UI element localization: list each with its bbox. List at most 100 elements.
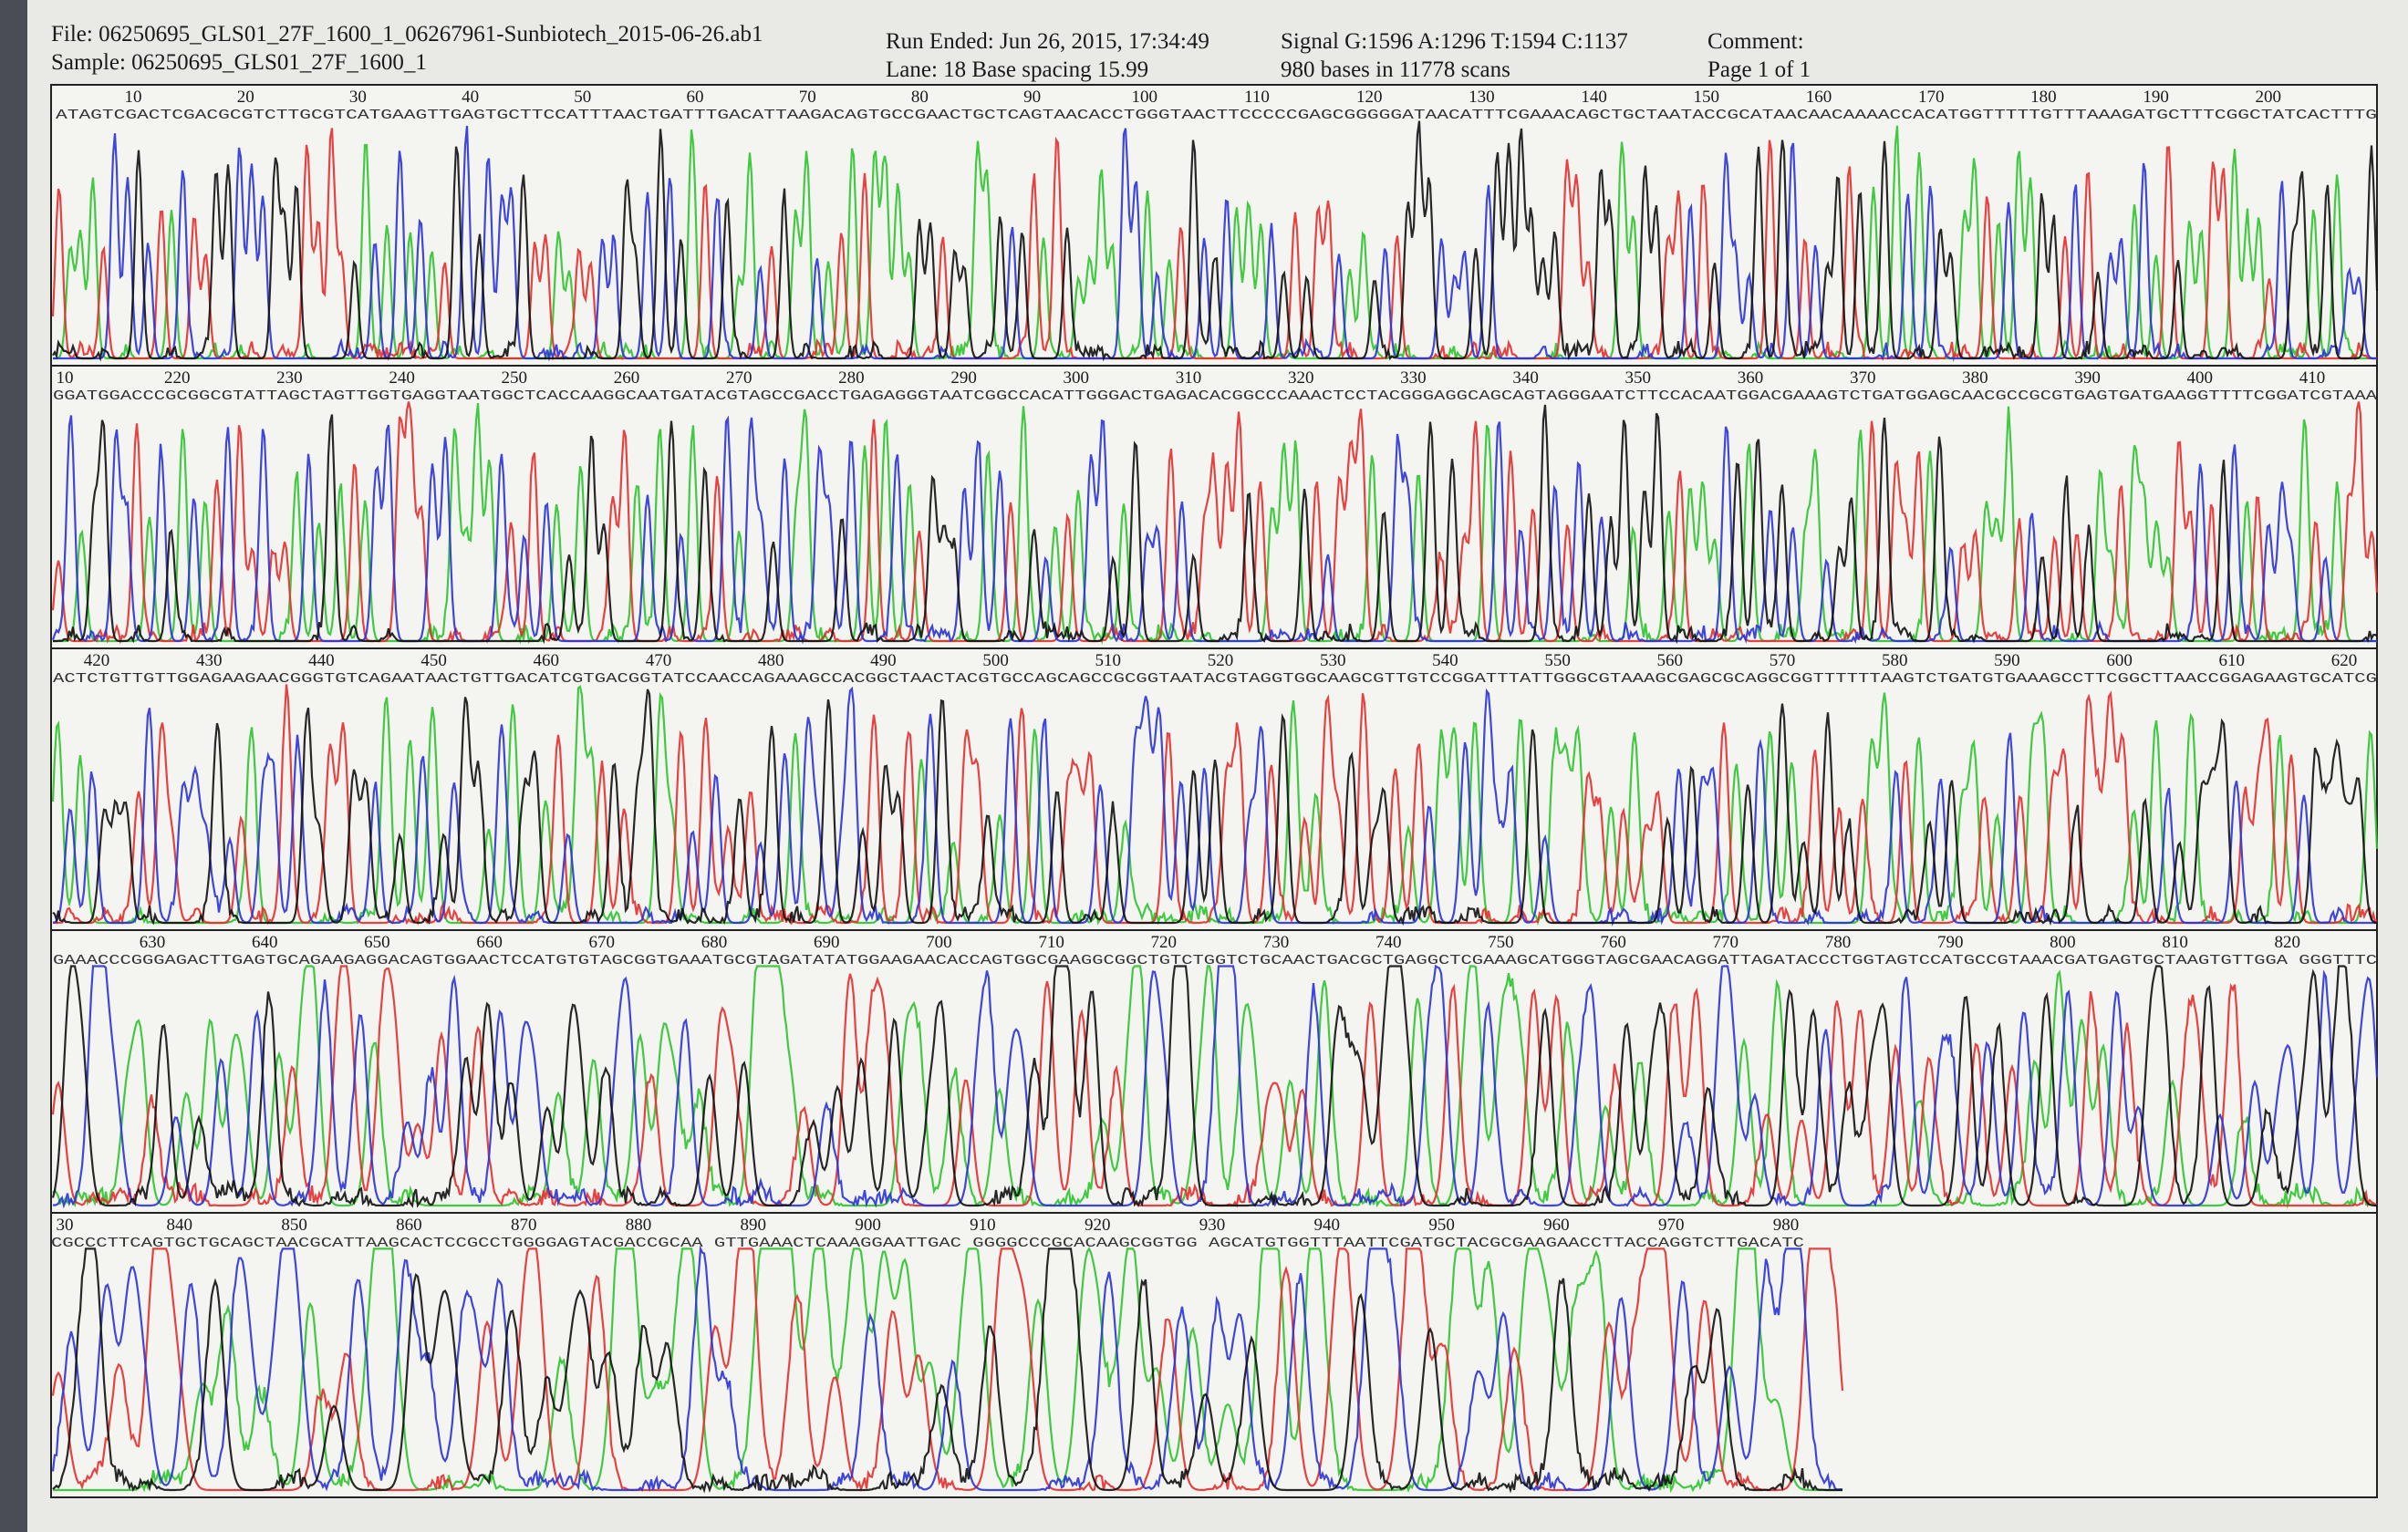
base-position: 330 xyxy=(1400,368,1427,388)
base-position: 670 xyxy=(589,933,616,952)
base-position: 900 xyxy=(855,1216,881,1235)
base-position: 810 xyxy=(2162,933,2188,952)
base-position: 150 xyxy=(1694,88,1720,107)
base-position: 530 xyxy=(1320,651,1346,670)
base-position: 460 xyxy=(534,651,560,670)
base-position: 690 xyxy=(814,933,840,952)
base-position: 220 xyxy=(164,368,191,388)
trace-panel xyxy=(50,84,2378,367)
base-sequence: ACTCTGTTGTTGGAGAAGAACGGGTGTCAGAATAACTGTT… xyxy=(53,671,2377,687)
trace xyxy=(52,964,2379,1209)
base-position: 290 xyxy=(950,368,977,388)
base-position: 50 xyxy=(574,88,591,107)
base-position: 740 xyxy=(1375,933,1402,952)
base-position: 750 xyxy=(1488,933,1514,952)
base-position: 350 xyxy=(1625,368,1652,388)
base-position: 540 xyxy=(1432,651,1458,670)
base-position: 310 xyxy=(1176,368,1202,388)
base-sequence: GAAACCCGGGAGACTTGAGTGCAGAAGAGGACAGTGGAAC… xyxy=(53,953,2377,968)
base-position: 370 xyxy=(1850,368,1876,388)
base-position: 110 xyxy=(1244,88,1270,107)
base-position: 260 xyxy=(614,368,640,388)
base-position: 390 xyxy=(2074,368,2101,388)
base-position: 710 xyxy=(1038,933,1064,952)
base-position: 120 xyxy=(1356,88,1383,107)
base-position: 680 xyxy=(701,933,728,952)
base-position: 510 xyxy=(1095,651,1122,670)
base-position: 790 xyxy=(1937,933,1964,952)
base-position: 160 xyxy=(1806,88,1832,107)
base-position: 980 xyxy=(1773,1216,1800,1235)
trace-panel xyxy=(50,1212,2378,1498)
base-position: 870 xyxy=(511,1216,537,1235)
file-name: File: 06250695_GLS01_27F_1600_1_06267961… xyxy=(51,22,763,47)
base-position: 580 xyxy=(1882,651,1908,670)
base-position: 30 xyxy=(57,1216,74,1235)
base-position: 60 xyxy=(687,88,704,107)
base-position: 850 xyxy=(281,1216,307,1235)
base-position: 480 xyxy=(758,651,784,670)
base-position: 640 xyxy=(252,933,278,952)
comment: Comment: xyxy=(1707,29,1804,54)
base-position: 250 xyxy=(502,368,528,388)
base-position: 130 xyxy=(1469,88,1495,107)
trace xyxy=(52,1247,1842,1494)
base-position: 770 xyxy=(1713,933,1739,952)
base-position: 40 xyxy=(462,88,479,107)
bases: 980 bases in 11778 scans xyxy=(1281,57,1510,82)
base-position: 720 xyxy=(1151,933,1178,952)
base-position: 650 xyxy=(364,933,390,952)
run-ended: Run Ended: Jun 26, 2015, 17:34:49 xyxy=(886,29,1209,54)
base-position: 200 xyxy=(2256,88,2282,107)
base-position: 440 xyxy=(308,651,335,670)
trace xyxy=(51,1245,1843,1493)
base-position: 380 xyxy=(1962,368,1988,388)
base-position: 230 xyxy=(276,368,303,388)
base-position: 90 xyxy=(1023,88,1041,107)
base-position: 560 xyxy=(1657,651,1684,670)
base-position: 620 xyxy=(2331,651,2358,670)
base-position: 410 xyxy=(2299,368,2326,388)
base-position: 30 xyxy=(349,88,367,107)
base-position: 400 xyxy=(2187,368,2214,388)
base-position: 270 xyxy=(726,368,752,388)
base-position: 280 xyxy=(838,368,865,388)
base-position: 470 xyxy=(646,651,672,670)
base-position: 300 xyxy=(1064,368,1090,388)
trace xyxy=(53,404,2378,645)
base-position: 730 xyxy=(1263,933,1290,952)
base-position: 320 xyxy=(1288,368,1314,388)
base-position: 360 xyxy=(1738,368,1764,388)
base-position: 700 xyxy=(926,933,952,952)
base-position: 570 xyxy=(1770,651,1796,670)
trace xyxy=(53,125,2377,362)
base-sequence: GGATGGACCCGCGGCGTATTAGCTAGTTGGTGAGGTAATG… xyxy=(53,388,2377,404)
trace xyxy=(51,128,2377,363)
base-position: 450 xyxy=(420,651,447,670)
base-position: 660 xyxy=(476,933,503,952)
sample-name: Sample: 06250695_GLS01_27F_1600_1 xyxy=(51,50,427,75)
base-position: 420 xyxy=(84,651,110,670)
base-position: 80 xyxy=(911,88,929,107)
base-position: 10 xyxy=(125,88,142,107)
base-position: 100 xyxy=(1132,88,1158,107)
base-position: 760 xyxy=(1600,933,1626,952)
base-position: 590 xyxy=(1994,651,2020,670)
base-position: 820 xyxy=(2275,933,2301,952)
base-position: 70 xyxy=(799,88,816,107)
base-position: 950 xyxy=(1428,1216,1455,1235)
base-position: 550 xyxy=(1544,651,1571,670)
base-position: 800 xyxy=(2050,933,2076,952)
base-position: 240 xyxy=(389,368,415,388)
base-position: 910 xyxy=(970,1216,996,1235)
base-position: 630 xyxy=(140,933,166,952)
trace-panel xyxy=(50,365,2378,649)
trace xyxy=(51,965,2377,1208)
trace xyxy=(53,1247,1842,1494)
base-position: 430 xyxy=(196,651,223,670)
base-position: 10 xyxy=(57,368,74,388)
base-position: 180 xyxy=(2030,88,2057,107)
base-position: 600 xyxy=(2106,651,2133,670)
base-position: 840 xyxy=(167,1216,193,1235)
